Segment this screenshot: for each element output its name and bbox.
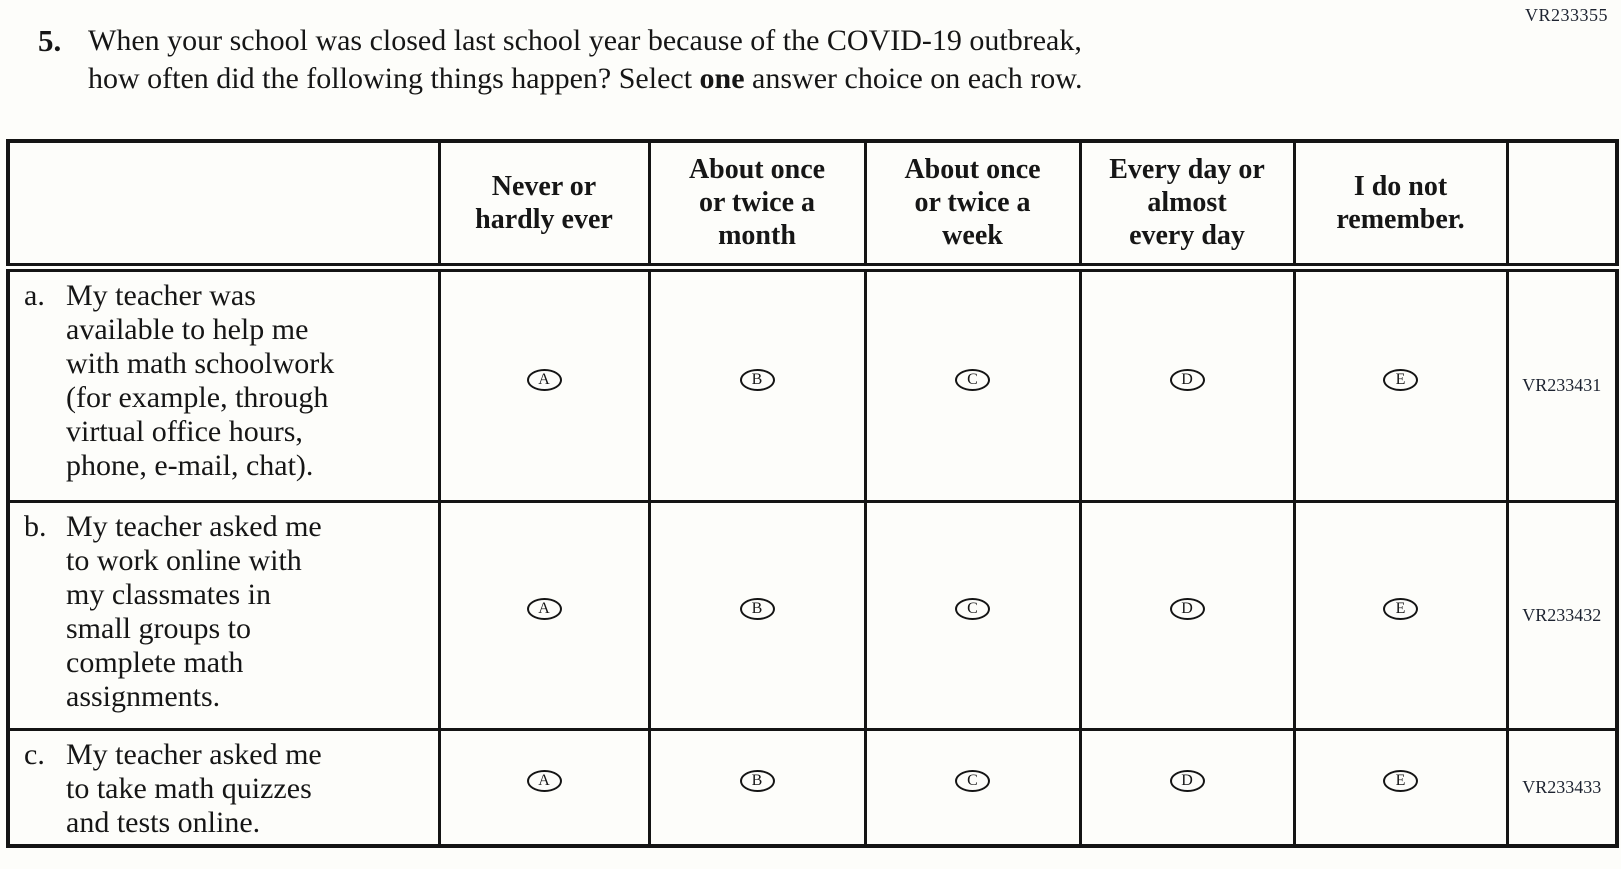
statement-cell-a: a. My teacher was available to help me w… xyxy=(6,265,441,503)
corner-cell xyxy=(6,139,441,272)
question-block: 5. When your school was closed last scho… xyxy=(38,22,1082,98)
choice-cell-c-month: B xyxy=(647,727,867,847)
choice-cell-b-never: A xyxy=(437,499,651,731)
choice-cell-b-remember: E xyxy=(1292,499,1509,731)
answer-bubble-b-B[interactable]: B xyxy=(739,598,775,620)
row-code-c: VR233433 xyxy=(1505,727,1619,847)
table-row-a: a. My teacher was available to help me w… xyxy=(6,265,1619,503)
row-code-a: VR233431 xyxy=(1505,265,1619,503)
column-header-every-day: Every day or almost every day xyxy=(1078,139,1296,272)
row-code-b: VR233432 xyxy=(1505,499,1619,731)
column-header-once-twice-month: About once or twice a month xyxy=(647,139,867,272)
answer-bubble-a-B[interactable]: B xyxy=(739,368,775,391)
row-letter-a: a. xyxy=(24,278,45,312)
answer-bubble-b-C[interactable]: C xyxy=(955,598,990,620)
row-letter-c: c. xyxy=(24,737,45,771)
choice-cell-a-remember: E xyxy=(1292,265,1509,503)
page-code: VR233355 xyxy=(1524,5,1608,25)
choice-cell-a-never: A xyxy=(437,265,651,503)
answer-bubble-c-C[interactable]: C xyxy=(955,770,990,792)
header-row: Never or hardly ever About once or twice… xyxy=(6,139,1619,272)
code-column-header xyxy=(1505,139,1619,272)
choice-cell-a-everyday: D xyxy=(1078,265,1296,503)
question-line1: When your school was closed last school … xyxy=(88,24,1082,57)
choice-cell-b-month: B xyxy=(647,499,867,731)
answer-bubble-a-D[interactable]: D xyxy=(1169,368,1205,391)
row-text-a: My teacher was available to help me with… xyxy=(66,278,335,482)
row-letter-b: b. xyxy=(24,509,47,543)
answer-bubble-a-C[interactable]: C xyxy=(955,368,990,391)
choice-cell-c-remember: E xyxy=(1292,727,1509,847)
answer-bubble-c-A[interactable]: A xyxy=(526,770,562,792)
column-header-never: Never or hardly ever xyxy=(437,139,651,272)
answer-bubble-a-A[interactable]: A xyxy=(526,368,562,391)
question-bold-word: one xyxy=(699,62,745,95)
choice-cell-c-everyday: D xyxy=(1078,727,1296,847)
row-text-b: My teacher asked me to work online with … xyxy=(66,509,322,713)
choice-cell-b-week: C xyxy=(863,499,1082,731)
choice-cell-a-month: B xyxy=(647,265,867,503)
column-header-do-not-remember: I do not remember. xyxy=(1292,139,1509,272)
choice-cell-c-never: A xyxy=(437,727,651,847)
column-header-once-twice-week: About once or twice a week xyxy=(863,139,1082,272)
answer-bubble-b-E[interactable]: E xyxy=(1383,598,1418,620)
choice-cell-a-week: C xyxy=(863,265,1082,503)
question-number: 5. xyxy=(38,23,62,58)
answer-bubble-c-D[interactable]: D xyxy=(1169,770,1205,792)
row-text-c: My teacher asked me to take math quizzes… xyxy=(66,737,322,839)
question-line2-pre: how often did the following things happe… xyxy=(88,62,700,95)
answer-bubble-a-E[interactable]: E xyxy=(1383,368,1418,391)
choice-cell-c-week: C xyxy=(863,727,1082,847)
answer-bubble-b-A[interactable]: A xyxy=(526,598,562,620)
table-row-c: c. My teacher asked me to take math quiz… xyxy=(6,727,1619,847)
table-row-b: b. My teacher asked me to work online wi… xyxy=(6,499,1619,731)
answer-bubble-b-D[interactable]: D xyxy=(1169,598,1205,620)
statement-cell-b: b. My teacher asked me to work online wi… xyxy=(6,499,441,731)
answer-bubble-c-E[interactable]: E xyxy=(1383,770,1418,792)
statement-cell-c: c. My teacher asked me to take math quiz… xyxy=(6,727,441,847)
answer-bubble-c-B[interactable]: B xyxy=(739,770,775,792)
response-matrix-table: Never or hardly ever About once or twice… xyxy=(6,139,1619,848)
question-text: When your school was closed last school … xyxy=(88,22,1082,98)
question-line2-post: answer choice on each row. xyxy=(744,62,1083,95)
question-line2: how often did the following things happe… xyxy=(88,60,1082,98)
choice-cell-b-everyday: D xyxy=(1078,499,1296,731)
